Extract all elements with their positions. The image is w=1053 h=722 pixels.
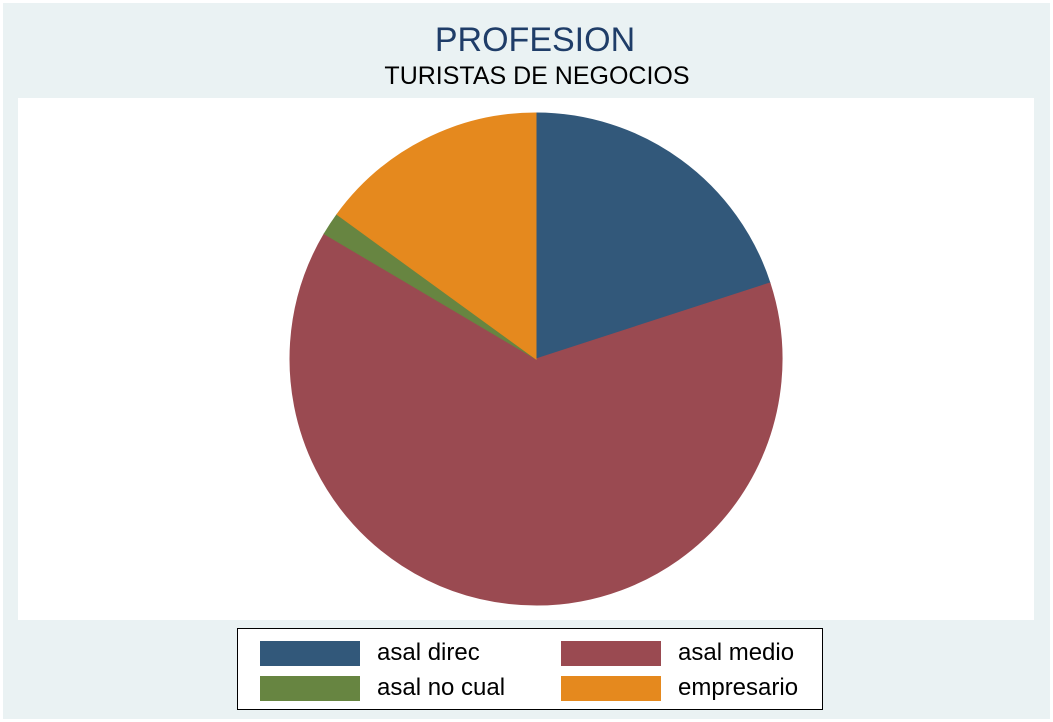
legend-label: asal no cual [377,674,506,701]
legend-swatch [260,675,360,701]
chart-subtitle: TURISTAS DE NEGOCIOS [384,62,690,90]
pie-slice-asal-medio [289,233,783,606]
legend-item-asal-medio: asal medio [561,638,794,668]
legend-label: asal direc [377,639,480,666]
legend-label: empresario [678,674,799,701]
pie-slice-empresario [336,112,537,360]
plot-area [18,98,1034,620]
legend-item-asal-direc: asal direc [260,638,480,668]
legend-swatch [561,640,661,666]
legend-swatch [561,675,661,701]
legend-swatch [260,640,360,666]
legend: asal direc asal medio asal no cual empre… [237,628,823,710]
pie-slice-asal-direc [535,112,771,360]
legend-item-empresario: empresario [561,673,798,703]
chart-title: PROFESION [434,21,636,59]
pie-chart [289,112,783,606]
legend-item-asal-no-cual: asal no cual [260,673,505,703]
legend-label: asal medio [678,639,795,666]
